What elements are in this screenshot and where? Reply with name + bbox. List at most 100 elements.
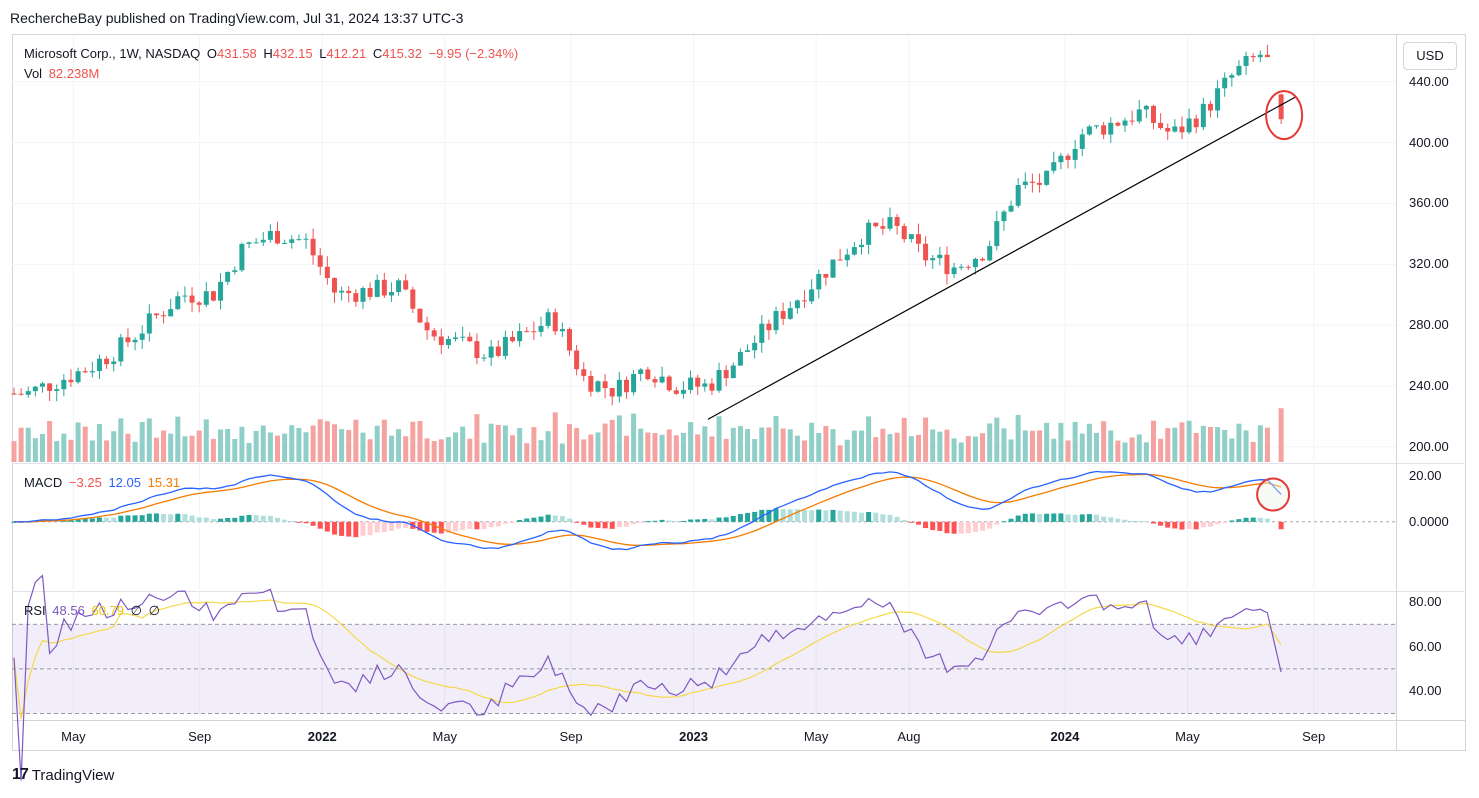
candle-body	[1250, 56, 1256, 58]
candle-body	[61, 379, 67, 390]
candle-body	[1222, 77, 1228, 89]
macd-hist-bar	[944, 521, 950, 534]
candle-body	[146, 313, 152, 334]
volume-bar	[737, 426, 743, 462]
rsi-extra-1: ∅	[130, 603, 142, 618]
macd-hist-bar	[488, 521, 494, 528]
close-value: 415.32	[382, 46, 422, 61]
macd-hist-bar	[89, 518, 95, 522]
macd-hist-bar	[830, 509, 836, 522]
candle-body	[289, 239, 295, 243]
volume-bar	[1122, 442, 1128, 462]
macd-hist-bar	[737, 514, 743, 522]
volume-bar	[759, 427, 765, 462]
candle-body	[210, 291, 216, 301]
volume-bar	[1051, 438, 1057, 462]
candle-body	[438, 336, 444, 346]
macd-hist-bar	[189, 515, 195, 522]
macd-hist-bar	[139, 515, 145, 522]
change-value: −9.95 (−2.34%)	[428, 46, 519, 61]
candle-body	[673, 390, 679, 394]
volume-bar	[844, 439, 850, 462]
volume-bar	[930, 429, 936, 462]
volume-bar	[11, 441, 17, 462]
candle-body	[737, 351, 743, 366]
volume-bar	[695, 434, 701, 462]
macd-label[interactable]: MACD	[24, 475, 63, 490]
candle-body	[595, 381, 601, 392]
volume-bar	[360, 432, 366, 462]
macd-hist-bar	[1172, 521, 1178, 529]
volume-bar	[289, 425, 295, 462]
macd-histogram	[11, 508, 1284, 538]
candle-body	[1058, 155, 1064, 163]
volume-bar	[75, 422, 81, 462]
high-value: 432.15	[272, 46, 313, 61]
volume-bar	[1001, 428, 1007, 462]
macd-hist-bar	[695, 519, 701, 522]
candle-body	[189, 295, 195, 303]
volume-bar	[723, 438, 729, 462]
macd-hist-bar	[631, 521, 637, 525]
rsi-tick-label: 80.00	[1409, 593, 1442, 609]
volume-bar	[410, 421, 416, 462]
time-tick-label: May	[803, 729, 829, 744]
macd-hist-bar	[132, 515, 138, 522]
macd-hist-bar	[1058, 513, 1064, 522]
macd-hist-bar	[289, 520, 295, 522]
low-value: 412.21	[326, 46, 367, 61]
macd-hist-bar	[246, 514, 252, 522]
macd-hist-bar	[666, 520, 672, 522]
candle-body	[75, 371, 81, 383]
volume-bar	[987, 423, 993, 462]
candle-body	[1044, 170, 1050, 185]
candle-body	[1193, 118, 1199, 128]
volume-bar	[445, 437, 451, 462]
volume-bar	[937, 431, 943, 462]
volume-bar	[68, 439, 74, 462]
macd-hist-bar	[773, 508, 779, 522]
volume-bar	[1172, 427, 1178, 462]
candle-body	[1029, 181, 1035, 183]
volume-bar	[32, 438, 38, 462]
candle-body	[887, 217, 893, 229]
volume-bar	[104, 440, 110, 462]
volume-bar	[623, 435, 629, 462]
volume-bar	[851, 430, 857, 462]
volume-bar	[374, 425, 380, 462]
candle-body	[545, 312, 551, 326]
time-tick-label: May	[61, 729, 86, 744]
volume-bar	[1065, 440, 1071, 462]
rsi-label[interactable]: RSI	[24, 603, 46, 618]
macd-hist-bar	[431, 521, 437, 533]
candle-body	[510, 336, 516, 342]
macd-hist-bar	[723, 517, 729, 522]
price-tick-label: 400.00	[1409, 134, 1449, 150]
volume-bar	[431, 441, 437, 462]
candle-body	[1172, 126, 1178, 132]
rsi-value: 48.56	[52, 603, 85, 618]
currency-button[interactable]: USD	[1403, 42, 1457, 70]
macd-hist-bar	[1129, 520, 1135, 522]
footer-brand[interactable]: 17 TradingView	[12, 766, 114, 784]
macd-hist-bar	[445, 521, 451, 533]
volume-bar	[39, 433, 45, 462]
volume-bar	[552, 412, 558, 462]
macd-hist-bar	[930, 521, 936, 531]
volume-bar	[1072, 421, 1078, 462]
volume-bar	[716, 416, 722, 462]
candle-body	[275, 231, 281, 244]
candle-body	[1079, 134, 1085, 149]
price-tick-label: 320.00	[1409, 256, 1449, 272]
volume-bars	[11, 408, 1284, 462]
time-tick-label: May	[1175, 729, 1200, 744]
macd-hist-bar	[987, 521, 993, 529]
volume-bar	[353, 419, 359, 462]
macd-hist-bar	[623, 521, 629, 527]
volume-bar	[1215, 427, 1221, 462]
candle-body	[1257, 54, 1263, 58]
macd-hist-bar	[994, 521, 1000, 525]
symbol-title[interactable]: Microsoft Corp., 1W, NASDAQ	[24, 46, 201, 61]
macd-hist-bar	[225, 517, 231, 522]
